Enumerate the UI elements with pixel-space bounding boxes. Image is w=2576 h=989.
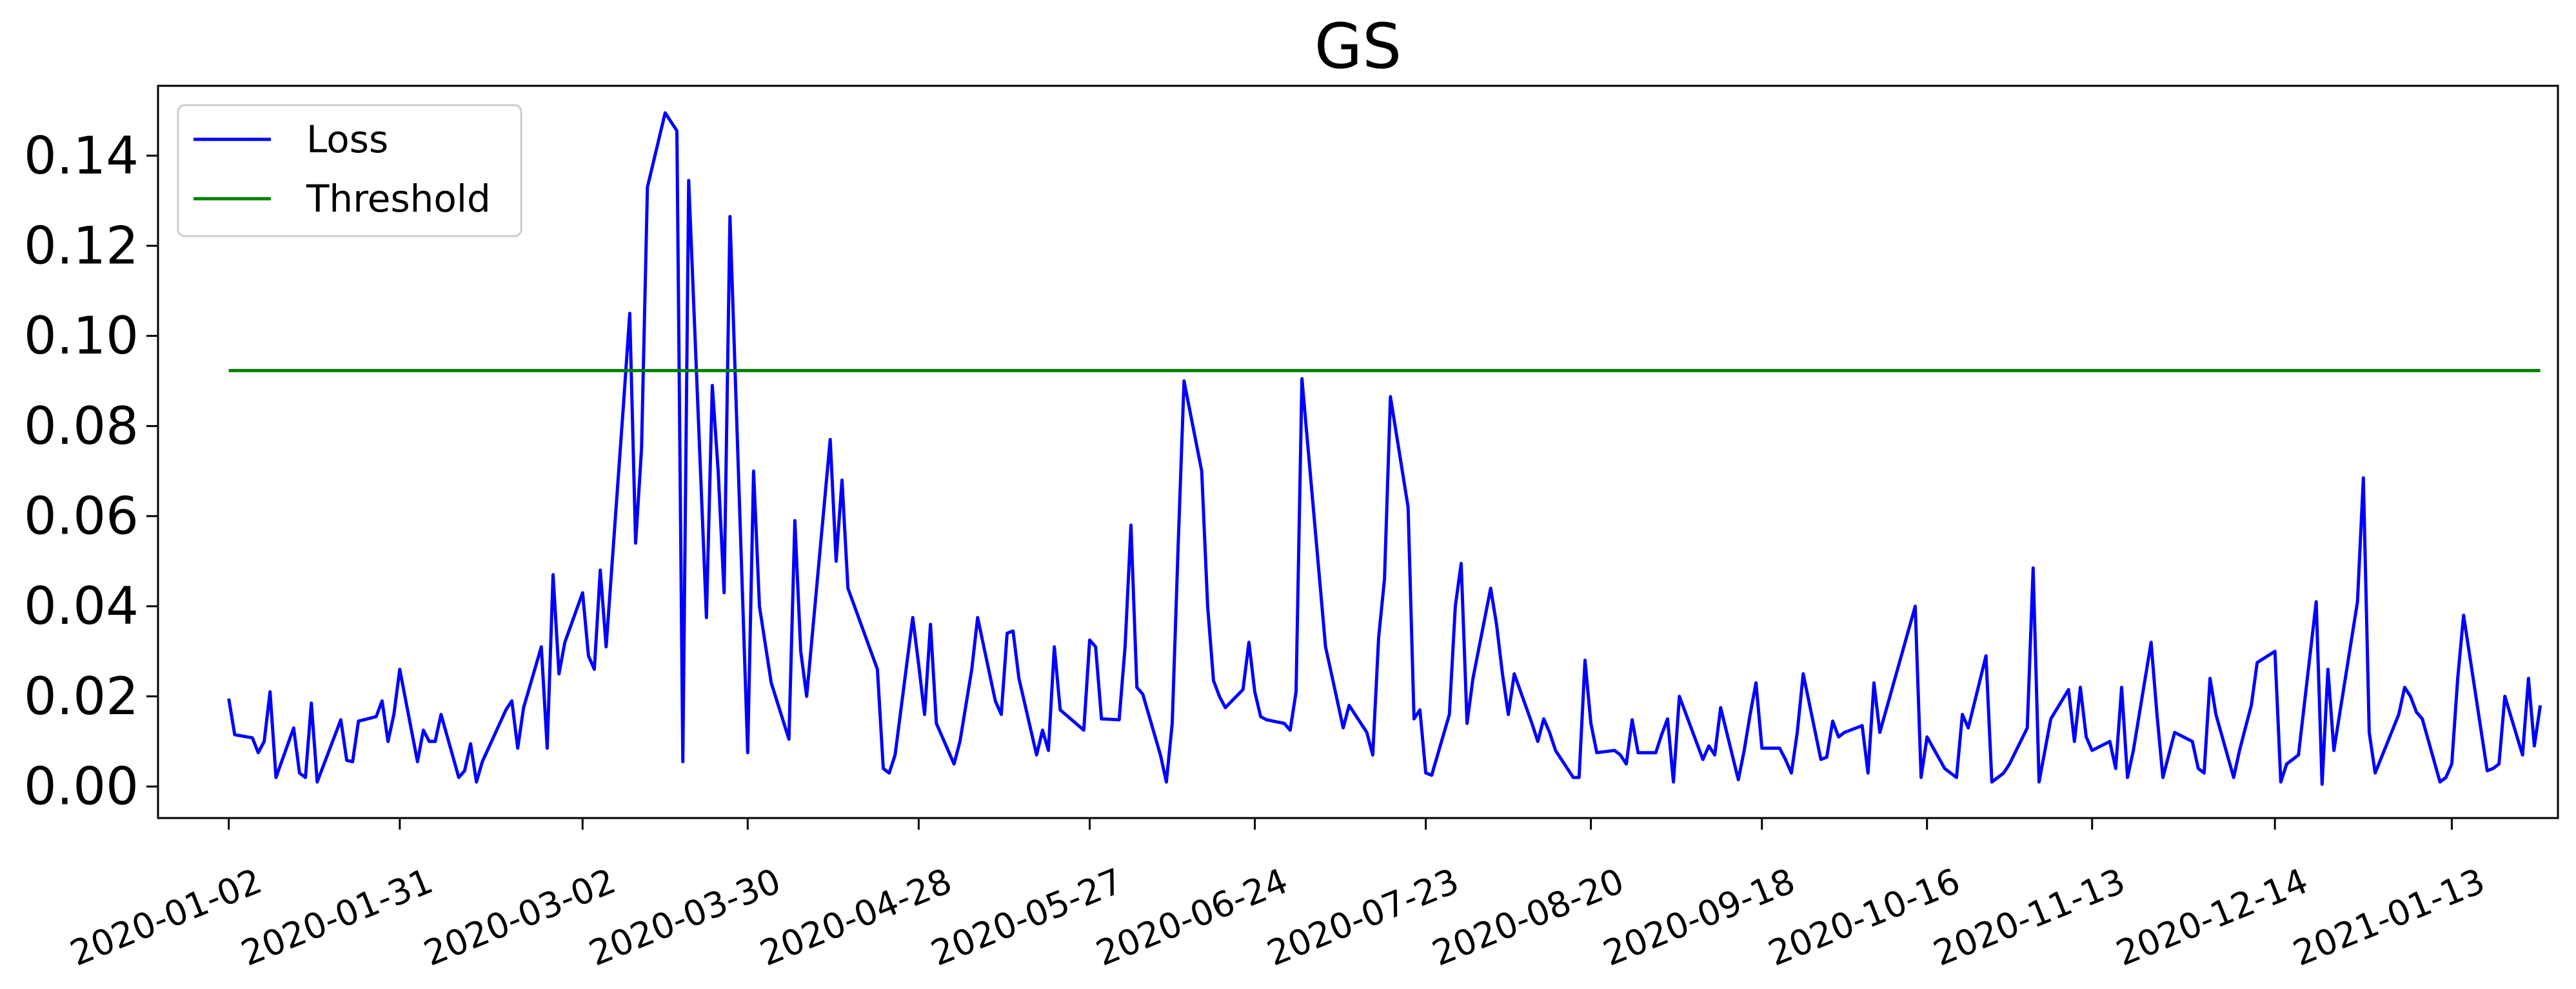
y-tick-label: 0.08: [24, 396, 139, 456]
y-tick-label: 0.12: [24, 215, 139, 275]
y-tick-label: 0.00: [24, 757, 139, 817]
y-axis: 0.00 0.02 0.04 0.06 0.08 0.10 0.12 0.14: [24, 126, 158, 817]
plot-frame: [157, 85, 2559, 819]
series-line-loss: [227, 111, 2542, 786]
y-tick-label: 0.10: [24, 306, 139, 366]
y-tick-label: 0.04: [24, 576, 139, 636]
plot-area: [157, 85, 2559, 819]
y-tick-label: 0.14: [24, 126, 139, 186]
legend-label: Loss: [306, 117, 388, 161]
legend-label: Threshold: [306, 177, 491, 221]
chart-title: GS: [1314, 10, 1402, 83]
legend: Loss Threshold: [177, 104, 522, 237]
y-tick-label: 0.02: [24, 666, 139, 726]
y-tick-label: 0.06: [24, 486, 139, 546]
series-layer: [227, 111, 2542, 786]
